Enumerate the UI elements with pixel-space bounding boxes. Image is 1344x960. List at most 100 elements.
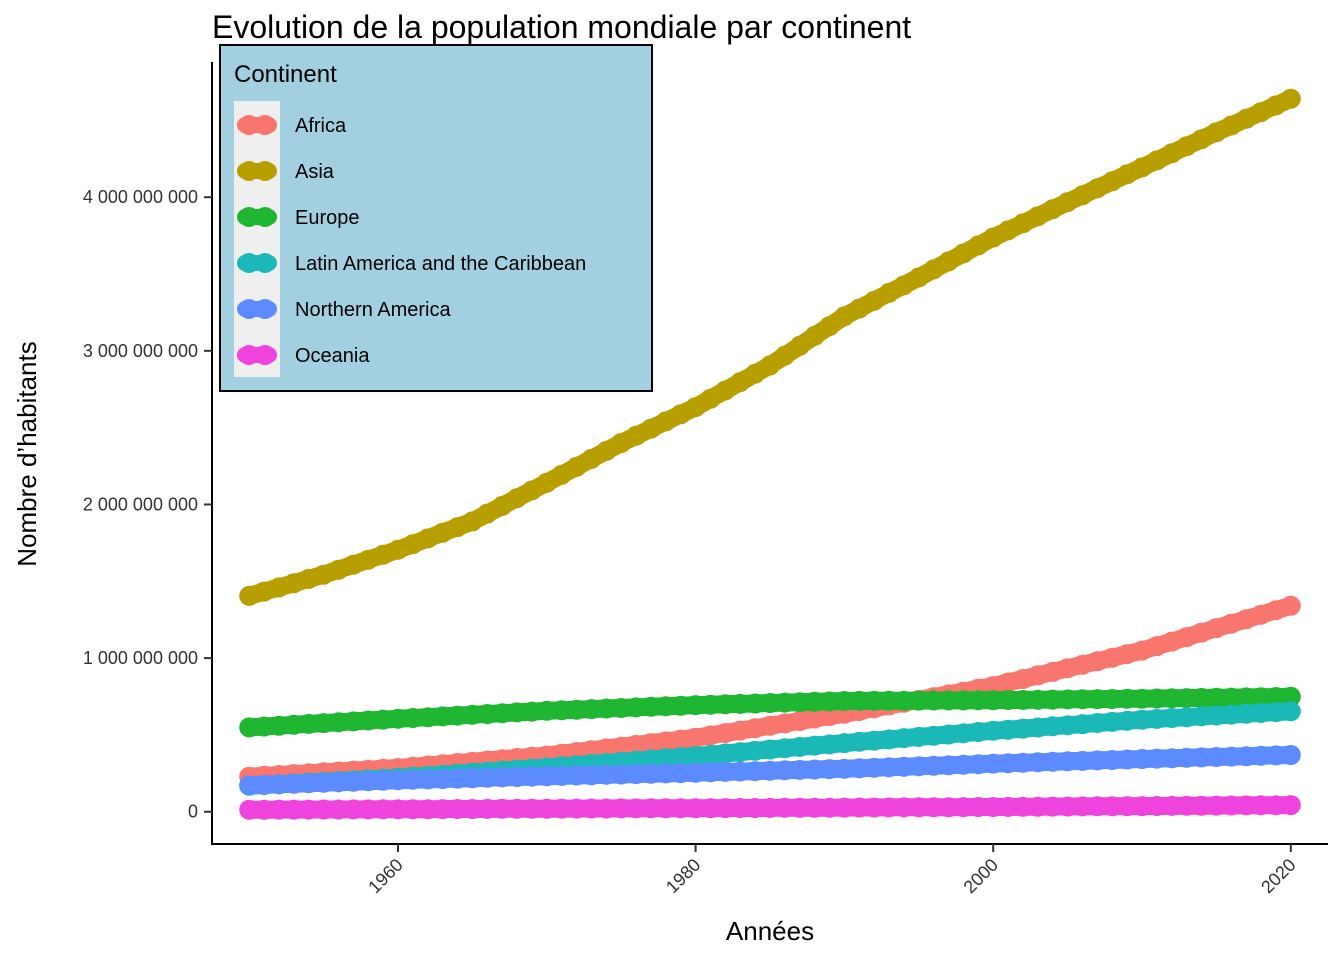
data-point — [1117, 710, 1138, 731]
data-point — [804, 797, 825, 818]
data-point — [626, 764, 647, 785]
data-point — [611, 736, 632, 757]
data-point — [254, 774, 275, 795]
data-point — [938, 690, 959, 711]
data-point — [507, 767, 527, 787]
legend-item: Oceania — [237, 345, 370, 367]
data-point — [402, 708, 423, 728]
data-point — [789, 797, 810, 818]
data-point — [283, 799, 304, 820]
data-point — [953, 754, 974, 775]
data-point — [373, 799, 394, 820]
data-point — [893, 756, 914, 777]
data-point — [1265, 95, 1286, 116]
series-oceania — [239, 795, 1301, 820]
legend-key-point — [255, 345, 275, 365]
data-point — [908, 797, 929, 818]
data-point — [269, 799, 289, 820]
data-point — [358, 710, 379, 731]
data-point — [819, 759, 840, 780]
data-point — [373, 770, 394, 791]
series-europe — [239, 686, 1301, 738]
data-point — [1027, 665, 1048, 686]
data-point — [819, 734, 840, 755]
data-point — [1102, 750, 1123, 770]
data-point — [953, 243, 974, 264]
x-axis-title: Années — [726, 916, 814, 946]
legend-key-point — [255, 299, 275, 319]
data-point — [492, 798, 513, 819]
data-point — [834, 758, 855, 779]
data-point — [477, 798, 498, 819]
data-point — [1117, 644, 1138, 665]
data-point — [521, 701, 542, 722]
data-point — [596, 738, 617, 759]
data-point — [358, 799, 379, 820]
data-point — [908, 726, 929, 747]
data-point — [1265, 745, 1286, 766]
data-point — [923, 755, 944, 776]
data-point — [968, 797, 989, 817]
data-point — [313, 713, 334, 734]
data-point — [760, 715, 780, 736]
data-point — [685, 695, 706, 716]
data-point — [1221, 687, 1242, 708]
data-point — [1251, 687, 1271, 708]
data-point — [388, 770, 408, 791]
legend-item: Latin America and the Caribbean — [237, 253, 586, 275]
data-point — [700, 798, 721, 819]
data-point — [760, 693, 780, 713]
data-point — [1191, 795, 1212, 816]
y-tick-label: 0 — [188, 802, 198, 822]
data-point — [730, 742, 751, 763]
data-point — [551, 700, 572, 721]
series-layer — [239, 88, 1301, 820]
data-point — [328, 772, 349, 793]
plot-area: 0 1 000 000 000 2 000 000 000 3 000 000 000… — [83, 62, 1328, 897]
data-point — [968, 722, 989, 742]
data-point — [1102, 689, 1123, 709]
data-point — [641, 763, 661, 784]
data-point — [1191, 687, 1212, 708]
data-point — [983, 227, 1004, 248]
data-point — [834, 733, 855, 754]
data-point — [819, 797, 840, 818]
data-point — [655, 731, 676, 752]
data-point — [596, 440, 617, 461]
data-point — [581, 765, 602, 786]
legend-key-point — [255, 161, 275, 181]
data-point — [1102, 711, 1123, 732]
data-point — [774, 692, 795, 713]
data-point — [388, 799, 408, 820]
legend-item: Africa — [237, 115, 347, 137]
legend-title: Continent — [234, 61, 337, 88]
data-point — [1251, 702, 1271, 723]
data-point — [670, 695, 691, 716]
data-point — [269, 774, 289, 795]
data-point — [462, 799, 483, 819]
data-point — [641, 696, 661, 717]
data-point — [864, 290, 885, 311]
data-point — [581, 448, 602, 469]
data-point — [626, 425, 647, 446]
data-point — [1280, 701, 1301, 722]
data-point — [566, 765, 587, 786]
legend-item: Asia — [237, 161, 335, 183]
data-point — [1191, 706, 1212, 727]
data-point — [1072, 185, 1093, 206]
data-point — [328, 799, 349, 820]
data-point — [269, 715, 289, 736]
data-point — [760, 797, 780, 818]
legend-key-point — [255, 115, 275, 135]
data-point — [1236, 687, 1257, 708]
data-point — [1191, 129, 1212, 150]
legend-label: Africa — [295, 115, 347, 137]
data-point — [879, 690, 899, 711]
data-point — [447, 768, 468, 789]
data-point — [1087, 713, 1108, 733]
data-point — [566, 699, 587, 720]
data-point — [1176, 136, 1197, 157]
data-point — [774, 713, 795, 734]
data-point — [670, 729, 691, 750]
